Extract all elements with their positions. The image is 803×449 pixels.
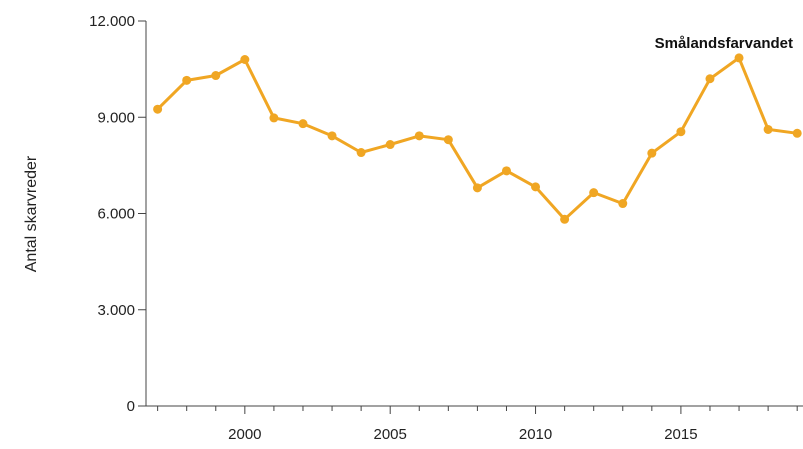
- data-point: [240, 55, 250, 64]
- x-tick-label: 2015: [664, 426, 697, 443]
- data-point: [327, 131, 337, 141]
- chart-title: Smålandsfarvandet: [655, 35, 793, 52]
- data-point: [269, 113, 279, 123]
- x-tick-label: 2000: [228, 426, 261, 443]
- x-tick-label: 2010: [519, 426, 552, 443]
- data-point: [356, 148, 366, 158]
- y-tick-label: 9.000: [97, 109, 135, 126]
- data-point: [211, 71, 221, 81]
- data-point: [560, 214, 570, 224]
- data-point: [385, 140, 395, 150]
- y-tick-label: 12.000: [89, 13, 135, 30]
- data-point: [443, 135, 453, 145]
- series-layer: [153, 53, 802, 224]
- data-point: [647, 148, 657, 158]
- data-point: [472, 183, 482, 193]
- data-point: [734, 53, 744, 63]
- data-point: [763, 124, 773, 134]
- data-point: [705, 74, 715, 84]
- y-tick-label: 3.000: [97, 302, 135, 319]
- data-point: [618, 199, 628, 209]
- y-axis-title: Antal skarvreder: [23, 155, 40, 272]
- data-point: [182, 75, 192, 85]
- x-tick-label: 2005: [374, 426, 407, 443]
- series-line: [156, 56, 798, 221]
- y-axis: 0 3.000 6.000 9.000 12.000: [89, 13, 147, 415]
- data-point: [501, 166, 511, 176]
- data-point: [792, 128, 802, 138]
- data-point: [414, 131, 424, 141]
- data-point: [298, 119, 308, 129]
- data-point: [153, 104, 163, 114]
- data-point: [676, 127, 686, 137]
- data-point: [531, 182, 541, 192]
- y-tick-label: 6.000: [97, 206, 135, 223]
- data-point: [589, 188, 599, 198]
- x-axis: 2000 2005 2010 2015: [146, 405, 803, 443]
- y-tick-label: 0: [127, 398, 135, 415]
